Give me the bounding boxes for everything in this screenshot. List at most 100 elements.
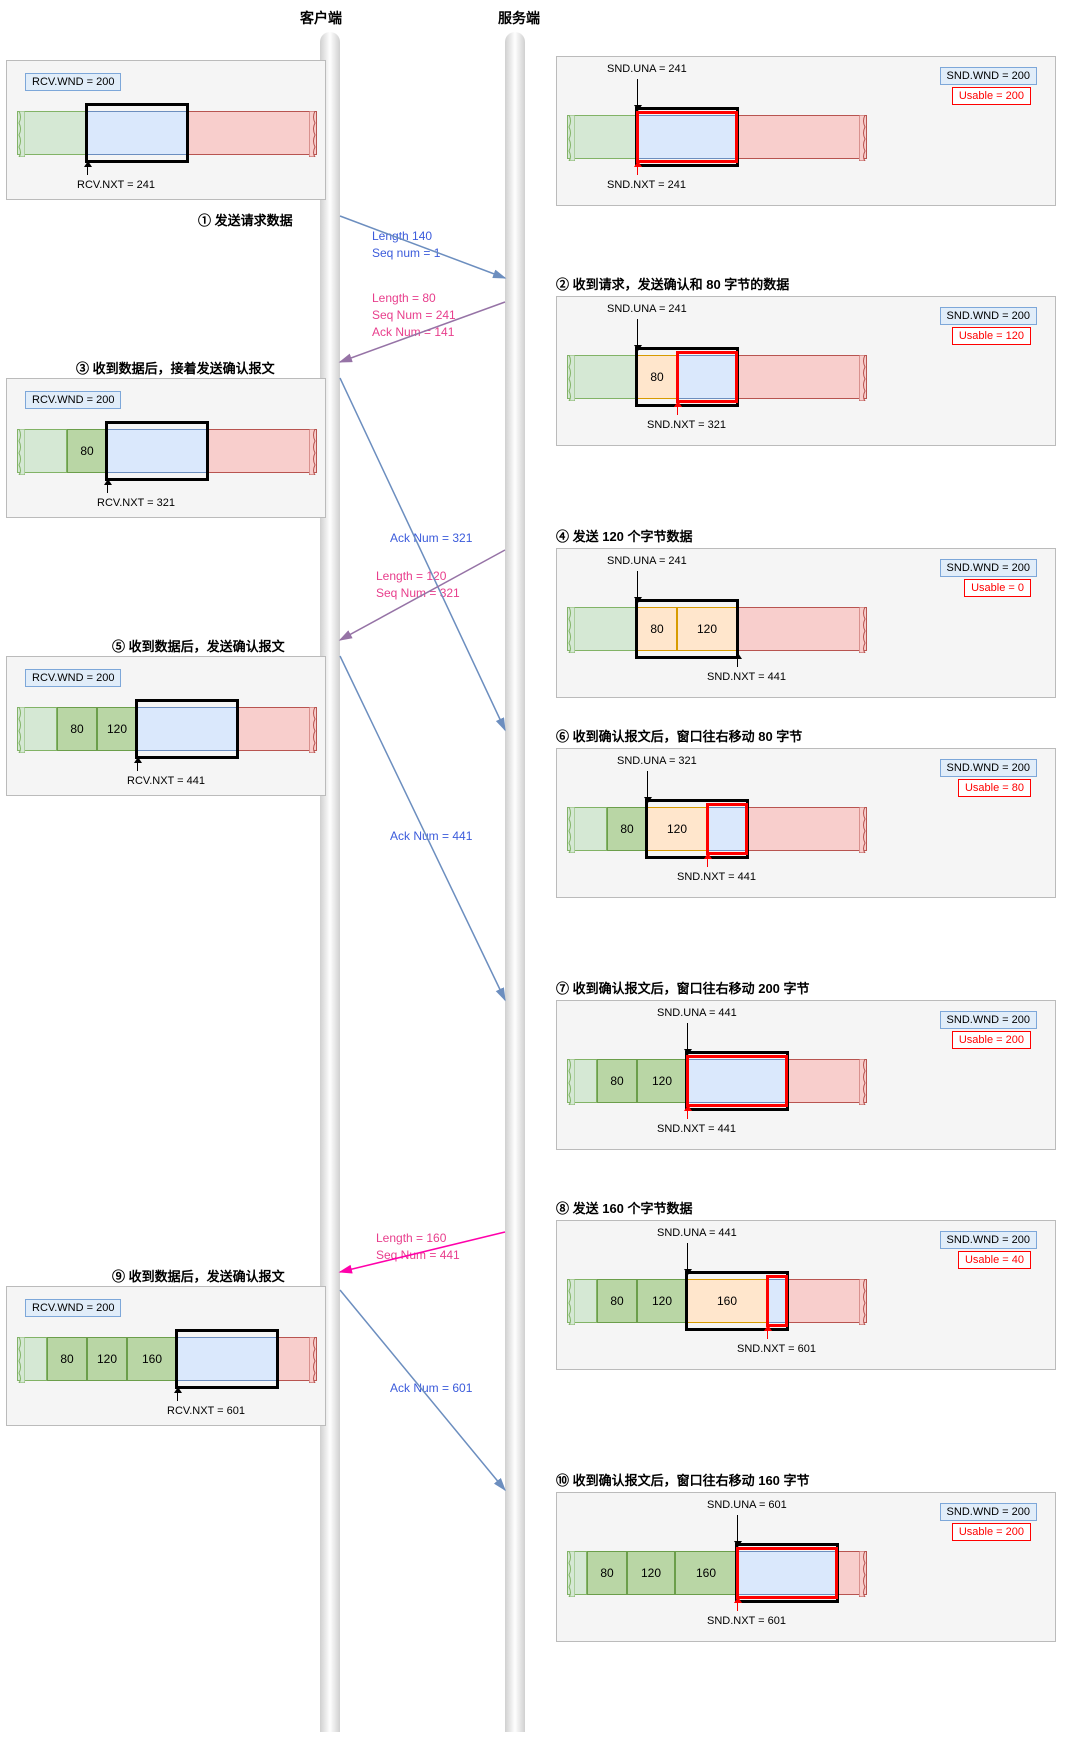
snd-nxt-label: SND.NXT = 241 (607, 179, 686, 191)
window-red (766, 1275, 788, 1327)
segment: 120 (637, 1059, 687, 1103)
segment: 80 (597, 1279, 637, 1323)
message-text: Ack Num = 321 (390, 530, 472, 547)
step-6: ⑥ 收到确认报文后，窗口往右移动 80 字节 (556, 726, 802, 745)
step-3: ③ 收到数据后，接着发送确认报文 (76, 358, 275, 377)
message-text: Ack Num = 441 (390, 828, 472, 845)
snd-wnd-tag: SND.WND = 200 (940, 759, 1037, 777)
segment (17, 111, 87, 155)
pointer-down (637, 571, 638, 599)
usable-tag: Usable = 80 (958, 779, 1031, 797)
snd-una-label: SND.UNA = 441 (657, 1007, 737, 1019)
server-timeline (505, 32, 525, 1732)
usable-tag: Usable = 200 (952, 87, 1031, 105)
server-header: 服务端 (498, 8, 540, 28)
segment (567, 355, 637, 399)
pointer-up-red (687, 1109, 688, 1119)
client-timeline (320, 32, 340, 1732)
segment (17, 429, 67, 473)
rcv-wnd-tag: RCV.WND = 200 (25, 1299, 121, 1317)
snd-una-label: SND.UNA = 241 (607, 303, 687, 315)
pointer-up (107, 483, 108, 493)
rcv-wnd-tag: RCV.WND = 200 (25, 73, 121, 91)
segment (17, 707, 57, 751)
pointer-up-red (737, 1601, 738, 1611)
step-8: ⑧ 发送 160 个字节数据 (556, 1198, 693, 1217)
pointer-up-red (707, 857, 708, 867)
client-panel: RCV.WND = 20080RCV.NXT = 321 (6, 378, 326, 518)
segment: 120 (97, 707, 137, 751)
segment (187, 111, 317, 155)
usable-tag: Usable = 120 (952, 327, 1031, 345)
pointer-up (737, 657, 738, 667)
snd-nxt-label: SND.NXT = 441 (707, 671, 786, 683)
snd-wnd-tag: SND.WND = 200 (940, 1011, 1037, 1029)
segment (277, 1337, 317, 1381)
segment: 120 (87, 1337, 127, 1381)
window-box (85, 103, 189, 163)
window-black (635, 599, 739, 659)
segment (567, 1551, 587, 1595)
snd-nxt-label: SND.NXT = 601 (707, 1615, 786, 1627)
window-box (175, 1329, 279, 1389)
segment: 80 (57, 707, 97, 751)
snd-una-label: SND.UNA = 601 (707, 1499, 787, 1511)
server-panel: 80120160SND.UNA = 441SND.WND = 200Usable… (556, 1220, 1056, 1370)
snd-una-label: SND.UNA = 441 (657, 1227, 737, 1239)
pointer-up-red (767, 1329, 768, 1339)
step-2: ② 收到请求，发送确认和 80 字节的数据 (556, 274, 789, 293)
snd-wnd-tag: SND.WND = 200 (940, 1503, 1037, 1521)
step-4: ④ 发送 120 个字节数据 (556, 526, 693, 545)
rcv-nxt-label: RCV.NXT = 601 (167, 1405, 245, 1417)
segment (567, 807, 607, 851)
server-panel: 80120160SND.UNA = 601SND.WND = 200Usable… (556, 1492, 1056, 1642)
usable-tag: Usable = 0 (964, 579, 1031, 597)
step-1: ① 发送请求数据 (198, 210, 293, 229)
pointer-up (137, 761, 138, 771)
message-text: Ack Num = 601 (390, 1380, 472, 1397)
window-red (676, 351, 738, 403)
segment (207, 429, 317, 473)
segment: 80 (47, 1337, 87, 1381)
pointer-up (87, 165, 88, 175)
snd-una-label: SND.UNA = 241 (607, 63, 687, 75)
usable-tag: Usable = 200 (952, 1523, 1031, 1541)
rcv-wnd-tag: RCV.WND = 200 (25, 669, 121, 687)
segment (567, 607, 637, 651)
message-text: Length = 80Seq Num = 241Ack Num = 141 (372, 290, 456, 340)
pointer-down (737, 1515, 738, 1543)
step-10: ⑩ 收到确认报文后，窗口往右移动 160 字节 (556, 1470, 810, 1489)
rcv-nxt-label: RCV.NXT = 321 (97, 497, 175, 509)
segment: 160 (675, 1551, 737, 1595)
server-panel: 80120SND.UNA = 241SND.WND = 200Usable = … (556, 548, 1056, 698)
pointer-up-red (637, 165, 638, 175)
segment: 120 (627, 1551, 675, 1595)
pointer-up-red (677, 405, 678, 415)
segment (17, 1337, 47, 1381)
segment (237, 707, 317, 751)
pointer-down (647, 771, 648, 799)
segment (787, 1279, 867, 1323)
snd-wnd-tag: SND.WND = 200 (940, 1231, 1037, 1249)
window-red (706, 803, 748, 855)
message-text: Length 140Seq num = 1 (372, 228, 440, 262)
snd-nxt-label: SND.NXT = 441 (677, 871, 756, 883)
client-panel: RCV.WND = 200 80120160 RCV.NXT = 601 (6, 1286, 326, 1426)
window-box (105, 421, 209, 481)
segment (747, 807, 867, 851)
pointer-down (637, 79, 638, 107)
message-text: Length = 160Seq Num = 441 (376, 1230, 460, 1264)
client-panel: RCV.WND = 20080120RCV.NXT = 441 (6, 656, 326, 796)
snd-nxt-label: SND.NXT = 321 (647, 419, 726, 431)
pointer-down (637, 319, 638, 347)
pointer-down (687, 1023, 688, 1051)
step-7: ⑦ 收到确认报文后，窗口往右移动 200 字节 (556, 978, 810, 997)
server-panel: 80120SND.UNA = 441SND.WND = 200Usable = … (556, 1000, 1056, 1150)
server-panel: SND.UNA = 241SND.WND = 200Usable = 200SN… (556, 56, 1056, 206)
client-panel: RCV.WND = 200RCV.NXT = 241 (6, 60, 326, 200)
segment: 160 (127, 1337, 177, 1381)
usable-tag: Usable = 40 (958, 1251, 1031, 1269)
step-9: ⑨ 收到数据后，发送确认报文 (112, 1266, 285, 1285)
segment: 80 (67, 429, 107, 473)
window-red (636, 111, 738, 163)
